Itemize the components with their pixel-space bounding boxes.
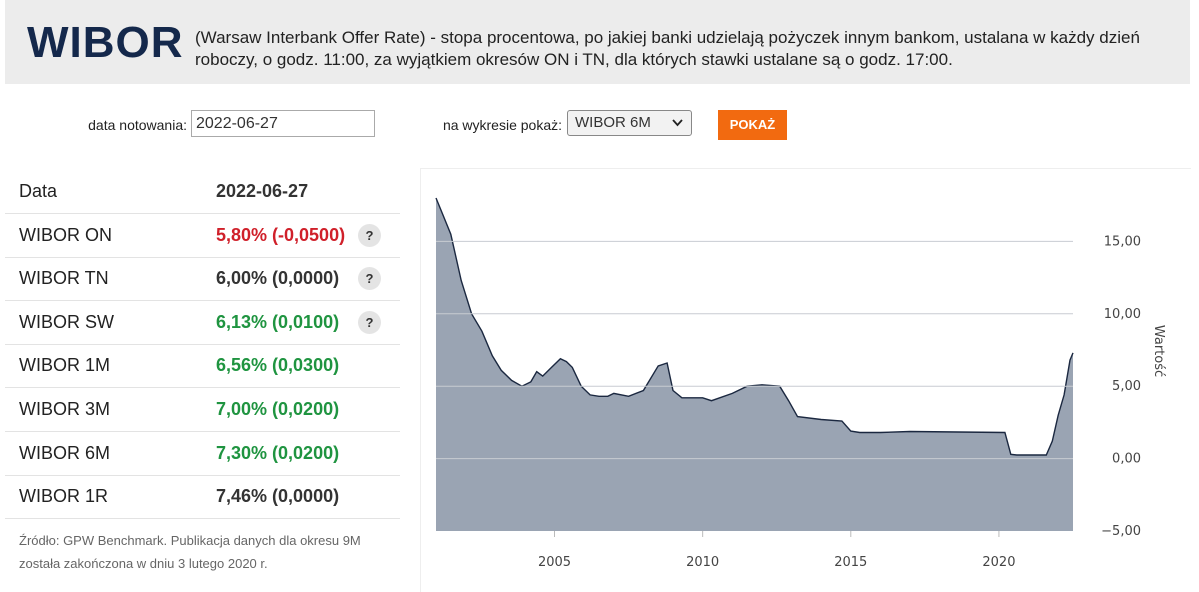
table-row: WIBOR 6M 7,30% (0,0200) — [5, 432, 400, 476]
table-header: Data 2022-06-27 — [5, 170, 400, 214]
rate-value: 7,30% (0,0200) — [216, 442, 340, 463]
table-row: WIBOR SW 6,13% (0,0100)? — [5, 301, 400, 345]
rate-name: WIBOR 1R — [19, 486, 109, 507]
show-button[interactable]: POKAŻ — [718, 110, 787, 140]
help-icon[interactable]: ? — [358, 310, 381, 334]
x-tick-label: 2015 — [834, 555, 867, 570]
select-value: WIBOR 6M — [575, 114, 651, 131]
date-label: data notowania: — [88, 117, 187, 133]
table-row: WIBOR ON 5,80% (-0,0500)? — [5, 214, 400, 258]
chart-select-label: na wykresie pokaż: — [442, 117, 562, 133]
y-tick-label: 0,00 — [1112, 452, 1141, 467]
rate-value: 6,13% (0,0100) — [216, 311, 340, 332]
header — [5, 0, 1190, 84]
rate-value: 6,56% (0,0300) — [216, 355, 340, 376]
date-input[interactable]: 2022-06-27 — [191, 110, 375, 137]
page-title: WIBOR — [27, 18, 184, 67]
y-axis-label: Wartość — [1151, 325, 1166, 377]
y-tick-label: 10,00 — [1104, 307, 1141, 322]
table-row: WIBOR 1M 6,56% (0,0300) — [5, 344, 400, 389]
table-row: WIBOR 3M 7,00% (0,0200) — [5, 388, 400, 432]
help-icon[interactable]: ? — [358, 223, 381, 247]
x-tick-label: 2010 — [686, 555, 719, 570]
caret — [672, 119, 683, 127]
rate-name: WIBOR 6M — [19, 442, 111, 463]
rate-name: WIBOR SW — [19, 311, 114, 332]
y-tick-label: 15,00 — [1104, 234, 1141, 249]
x-tick-label: 2020 — [982, 555, 1015, 570]
rate-name: WIBOR 1M — [19, 355, 111, 376]
chart: −5,00 0,00 5,00 10,00 15,00 2005 2010 2015 2020 W… — [420, 168, 1191, 592]
rate-name: WIBOR ON — [19, 224, 112, 245]
header-cell: Data — [19, 181, 58, 201]
rate-value: 6,00% (0,0000) — [216, 268, 340, 289]
line — [435, 197, 1074, 456]
header-cell: 2022-06-27 — [216, 181, 309, 201]
x-tick-label: 2005 — [538, 555, 571, 570]
y-tick-label: −5,00 — [1101, 524, 1141, 539]
rate-name: WIBOR 3M — [19, 399, 111, 419]
table-row: WIBOR TN 6,00% (0,0000)? — [5, 257, 400, 302]
table-row: WIBOR 1R 7,46% (0,0000) — [5, 475, 400, 520]
help-icon[interactable]: ? — [358, 267, 381, 291]
area — [436, 198, 1073, 531]
rate-value: 5,80% (-0,0500) — [216, 224, 346, 245]
rate-value: 7,00% (0,0200) — [216, 399, 340, 419]
rate-value: 7,46% (0,0000) — [216, 486, 340, 507]
chart-select[interactable]: WIBOR 6M — [567, 110, 692, 136]
rate-name: WIBOR TN — [19, 268, 109, 289]
description: (Warsaw Interbank Offer Rate) - stopa pr… — [195, 28, 1140, 69]
y-tick-label: 5,00 — [1112, 379, 1141, 394]
source-note: Źródło: GPW Benchmark. Publikacja danych… — [19, 533, 361, 571]
